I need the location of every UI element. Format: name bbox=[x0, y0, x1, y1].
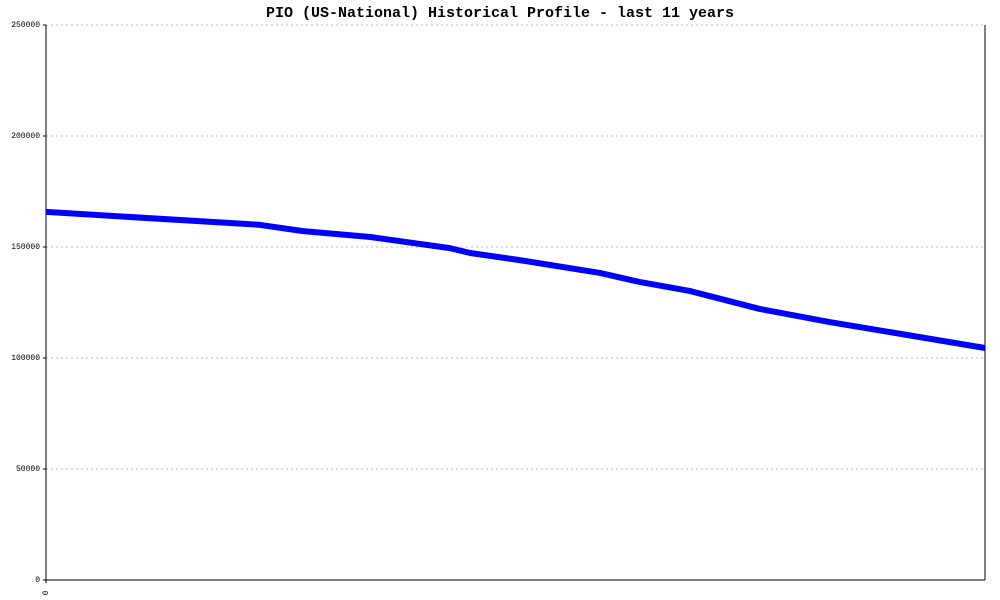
y-tick-label: 250000 bbox=[11, 21, 40, 30]
y-tick-label: 100000 bbox=[11, 354, 40, 363]
x-tick-label: 0 bbox=[42, 590, 51, 595]
y-tick-label: 0 bbox=[35, 576, 40, 585]
y-tick-label: 50000 bbox=[16, 465, 40, 474]
chart-title: PIO (US-National) Historical Profile - l… bbox=[266, 5, 734, 22]
data-line bbox=[45, 208, 986, 351]
y-tick-label: 150000 bbox=[11, 243, 40, 252]
y-tick-label: 200000 bbox=[11, 132, 40, 141]
